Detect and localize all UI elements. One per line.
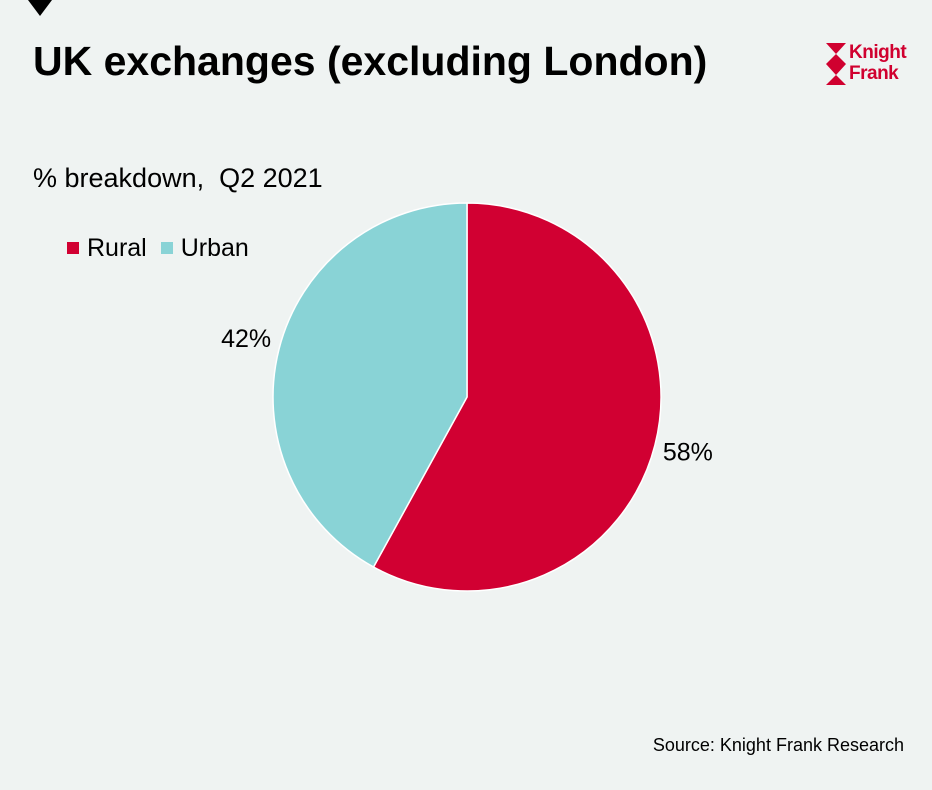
chart-legend: Rural Urban bbox=[67, 232, 263, 264]
pie-slice-urban bbox=[272, 202, 468, 569]
knight-frank-logo: Knight Frank bbox=[826, 42, 907, 87]
legend-swatch-urban bbox=[160, 242, 173, 254]
knight-frank-wordmark: Knight Frank bbox=[849, 42, 907, 84]
legend-swatch-rural bbox=[67, 242, 79, 254]
legend-label-rural: Rural bbox=[87, 234, 147, 262]
data-label-rural: 58% bbox=[663, 438, 713, 466]
logo-text-knight: Knight bbox=[849, 42, 907, 63]
legend-label-urban: Urban bbox=[180, 234, 249, 262]
pie-slice-rural bbox=[372, 202, 662, 592]
source-note: Source: Knight Frank Research bbox=[652, 735, 904, 755]
data-label-urban: 42% bbox=[221, 325, 271, 353]
logo-text-frank: Frank bbox=[849, 63, 899, 84]
corner-marker bbox=[28, 0, 52, 16]
legend-item-rural: Rural bbox=[67, 232, 147, 264]
legend-item-urban: Urban bbox=[160, 232, 249, 264]
chart-title: UK exchanges (excluding London) bbox=[33, 38, 708, 84]
knight-frank-logo-icon bbox=[826, 43, 846, 85]
chart-subtitle: % breakdown, Q2 2021 bbox=[33, 163, 323, 193]
